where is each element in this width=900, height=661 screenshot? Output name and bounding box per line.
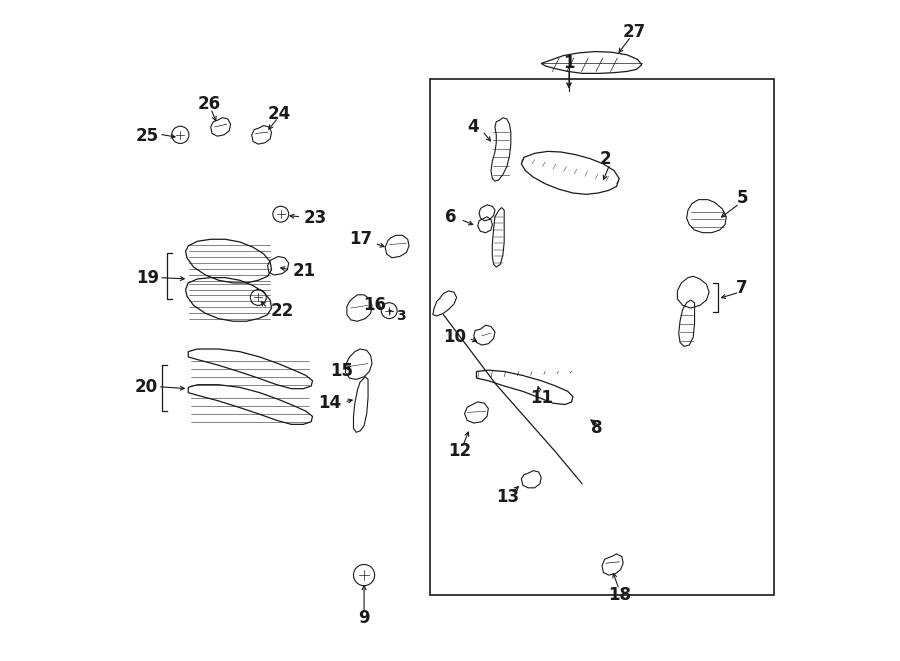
Text: 26: 26 [197, 95, 220, 114]
Text: 14: 14 [319, 394, 342, 412]
Text: 24: 24 [268, 104, 291, 123]
Text: 11: 11 [530, 389, 553, 407]
Text: 25: 25 [136, 126, 158, 145]
Text: 6: 6 [446, 208, 456, 226]
Text: 22: 22 [270, 301, 293, 320]
Text: 20: 20 [134, 377, 158, 396]
Text: 16: 16 [363, 296, 386, 315]
Text: 9: 9 [358, 609, 370, 627]
Text: 19: 19 [136, 268, 158, 287]
Text: 1: 1 [563, 54, 575, 72]
Bar [430, 79, 774, 595]
Text: 15: 15 [330, 362, 353, 381]
Text: 4: 4 [467, 118, 479, 136]
Text: 13: 13 [497, 488, 519, 506]
Text: 27: 27 [622, 22, 645, 41]
Text: 7: 7 [736, 278, 748, 297]
Text: 10: 10 [443, 328, 466, 346]
Text: 23: 23 [303, 209, 327, 227]
Text: 5: 5 [736, 189, 748, 208]
Text: 8: 8 [590, 419, 602, 438]
Text: 12: 12 [447, 442, 471, 460]
Text: 21: 21 [292, 262, 316, 280]
Text: 17: 17 [349, 230, 372, 249]
Text: 3: 3 [396, 309, 405, 323]
Text: 2: 2 [599, 149, 611, 168]
Text: 18: 18 [608, 586, 631, 604]
